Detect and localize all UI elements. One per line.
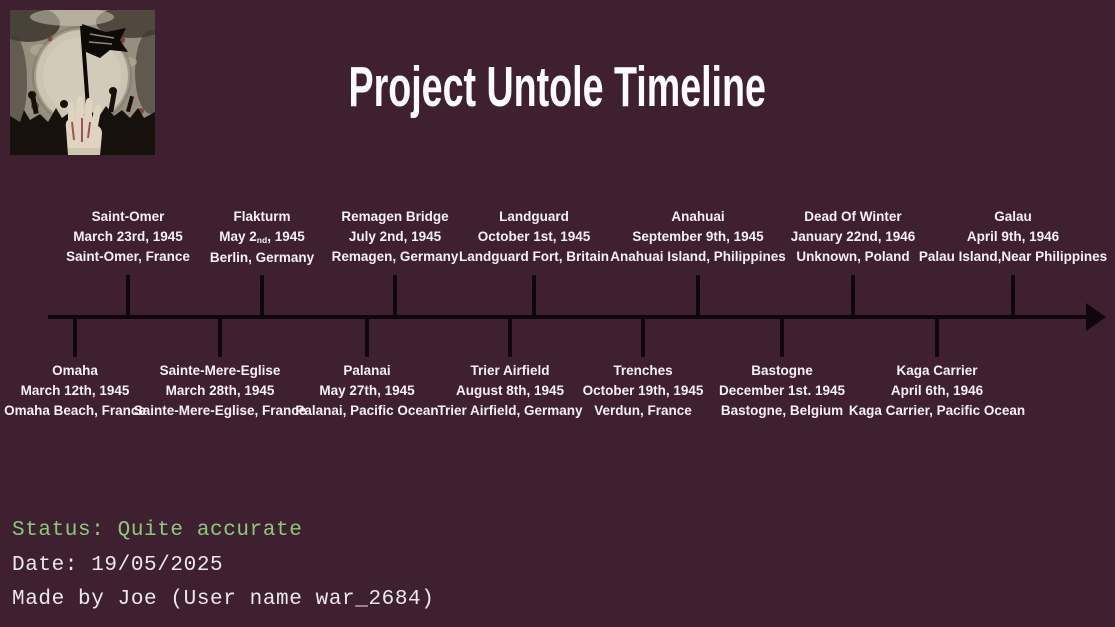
event-location: Sainte-Mere-Eglise, France [133, 403, 307, 418]
event-title: Landguard [499, 209, 569, 224]
timeline-event-above: Remagen Bridge July 2nd, 1945 Remagen, Ger… [275, 207, 515, 267]
timeline-tick-below [365, 317, 369, 357]
event-date: May 27th, 1945 [319, 383, 415, 398]
timeline-event-below: Bastogne December 1st. 1945 Bastogne, Belg… [662, 361, 902, 421]
event-title: Remagen Bridge [341, 209, 449, 224]
event-location: Trier Airfield, Germany [437, 403, 583, 418]
timeline-event-above: Landguard October 1st, 1945 Landguard Fort… [414, 207, 654, 267]
event-date: August 8th, 1945 [455, 383, 565, 398]
timeline-event-above: Galau April 9th, 1946 Palau Island,Near Ph… [893, 207, 1115, 267]
timeline-tick-below [641, 317, 645, 357]
event-location: Saint-Omer, France [66, 249, 190, 264]
timeline-event-below: Kaga Carrier April 6th, 1946 Kaga Carrier,… [817, 361, 1057, 421]
timeline-arrowhead-icon [1086, 303, 1106, 331]
timeline-tick-below [218, 317, 222, 357]
event-location: Palanai, Pacific Ocean [295, 403, 439, 418]
event-title: Galau [994, 209, 1032, 224]
event-location: Anahuai Island, Philippines [610, 249, 786, 264]
event-location: Verdun, France [594, 403, 692, 418]
event-date: April 6th, 1946 [890, 383, 984, 398]
timeline-tick-below [508, 317, 512, 357]
event-title: Kaga Carrier [896, 363, 978, 378]
event-location: Remagen, Germany [331, 249, 459, 264]
timeline-event-above: Saint-Omer March 23rd, 1945 Saint-Omer, Fr… [8, 207, 248, 267]
timeline-event-below: Trier Airfield August 8th, 1945 Trier Airf… [390, 361, 630, 421]
timeline-tick-above [126, 275, 130, 317]
hand-flag-artwork-image [0, 6, 168, 155]
timeline-event-above: Flakturm May 2nd, 1945 Berlin, Germany [142, 207, 382, 268]
event-location: Berlin, Germany [209, 250, 315, 265]
event-title: Trier Airfield [470, 363, 550, 378]
event-title: Bastogne [751, 363, 813, 378]
timeline-event-above: Dead Of Winter January 22nd, 1946 Unknown,… [733, 207, 973, 267]
event-title: Sainte-Mere-Eglise [159, 363, 281, 378]
timeline-event-below: Palanai May 27th, 1945 Palanai, Pacific Oc… [247, 361, 487, 421]
event-location: Kaga Carrier, Pacific Ocean [848, 403, 1026, 418]
timeline-tick-above [532, 275, 536, 317]
hand-flag-artwork [0, 6, 168, 155]
event-title: Omaha [52, 363, 98, 378]
timeline-event-below: Trenches October 19th, 1945 Verdun, France [523, 361, 763, 421]
timeline-tick-above [851, 275, 855, 317]
timeline-tick-above [1011, 275, 1015, 317]
timeline-event-below: Omaha March 12th, 1945 Omaha Beach, France [0, 361, 195, 421]
event-date: December 1st. 1945 [718, 383, 846, 398]
timeline-event-above: Anahuai September 9th, 1945 Anahuai Island… [578, 207, 818, 267]
event-location: Omaha Beach, France [4, 403, 146, 418]
event-date: May 2nd, 1945 [219, 229, 305, 245]
timeline-tick-below [935, 317, 939, 357]
event-date: March 12th, 1945 [20, 383, 130, 398]
event-date: July 2nd, 1945 [348, 229, 442, 244]
event-date: October 19th, 1945 [582, 383, 704, 398]
event-title: Trenches [613, 363, 673, 378]
event-title: Dead Of Winter [804, 209, 902, 224]
timeline-event-below: Sainte-Mere-Eglise March 28th, 1945 Sainte… [100, 361, 340, 421]
event-title: Anahuai [671, 209, 725, 224]
timeline-tick-above [393, 275, 397, 317]
timeline-tick-above [696, 275, 700, 317]
timeline-tick-above [260, 275, 264, 317]
event-date: October 1st, 1945 [477, 229, 591, 244]
date-text: Date: 19/05/2025 [12, 554, 224, 577]
event-date: March 28th, 1945 [165, 383, 275, 398]
event-location: Bastogne, Belgium [720, 403, 844, 418]
event-title: Palanai [343, 363, 391, 378]
timeline-tick-below [73, 317, 77, 357]
title-bar: Project Untole Timeline [0, 54, 1115, 120]
event-location: Landguard Fort, Britain [459, 249, 609, 264]
credit-text: Made by Joe (User name war_2684) [12, 588, 435, 611]
status-text: Status: Quite accurate [12, 519, 303, 542]
event-date: March 23rd, 1945 [73, 229, 183, 244]
event-date: April 9th, 1946 [966, 229, 1060, 244]
event-title: Flakturm [233, 209, 291, 224]
page-title: Project Untole Timeline [348, 55, 767, 119]
event-title: Saint-Omer [91, 209, 165, 224]
event-date: September 9th, 1945 [632, 229, 764, 244]
timeline-tick-below [780, 317, 784, 357]
event-location: Palau Island,Near Philippines [918, 249, 1108, 264]
ordinal-suffix: nd [256, 235, 268, 245]
event-location: Unknown, Poland [796, 249, 910, 264]
timeline-line [48, 315, 1088, 319]
event-date: January 22nd, 1946 [790, 229, 916, 244]
